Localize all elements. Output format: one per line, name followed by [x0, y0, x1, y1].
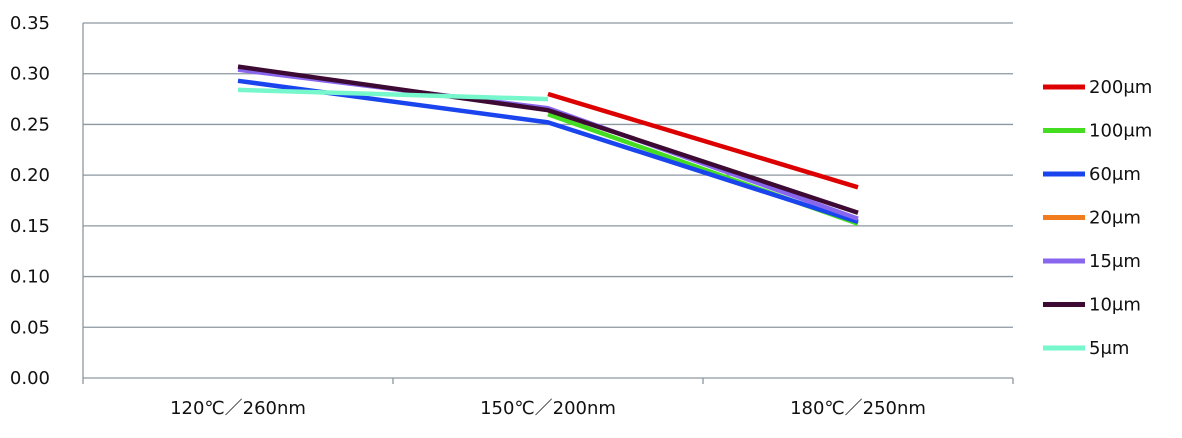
legend: 200μm 100μm 60μm 20μm 15μm 10μm 5μm: [1043, 77, 1152, 359]
series-line-10μm: [237, 64, 859, 215]
y-tick-label: 0.15: [10, 216, 50, 237]
x-tick-label: 180℃／250nm: [790, 398, 926, 419]
y-tick-label: 0.30: [10, 64, 50, 85]
legend-label: 60μm: [1089, 164, 1141, 185]
series-line-200μm: [547, 91, 859, 190]
legend-label: 5μm: [1089, 338, 1129, 359]
x-tick-label: 120℃／260nm: [170, 398, 306, 419]
series-line-5μm: [237, 87, 549, 102]
x-tick-label: 150℃／200nm: [480, 398, 616, 419]
legend-label: 200μm: [1089, 77, 1152, 98]
y-tick-label: 0.35: [10, 13, 50, 34]
legend-label: 100μm: [1089, 121, 1152, 142]
series-line-60μm: [237, 78, 859, 224]
legend-label: 20μm: [1089, 208, 1141, 229]
legend-label: 10μm: [1089, 295, 1141, 316]
series-lines: [237, 64, 859, 226]
y-tick-label: 0.10: [10, 267, 50, 288]
y-tick-label: 0.25: [10, 114, 50, 135]
x-tick-labels: 120℃／260nm 150℃／200nm 180℃／250nm: [170, 398, 926, 419]
y-tick-label: 0.00: [10, 368, 50, 389]
y-tick-labels: 0.00 0.05 0.10 0.15 0.20 0.25 0.30 0.35: [10, 13, 50, 389]
y-tick-label: 0.20: [10, 165, 50, 186]
y-tick-label: 0.05: [10, 317, 50, 338]
legend-label: 15μm: [1089, 251, 1141, 272]
grid-lines: [83, 22, 1013, 328]
axes: [82, 23, 1014, 384]
